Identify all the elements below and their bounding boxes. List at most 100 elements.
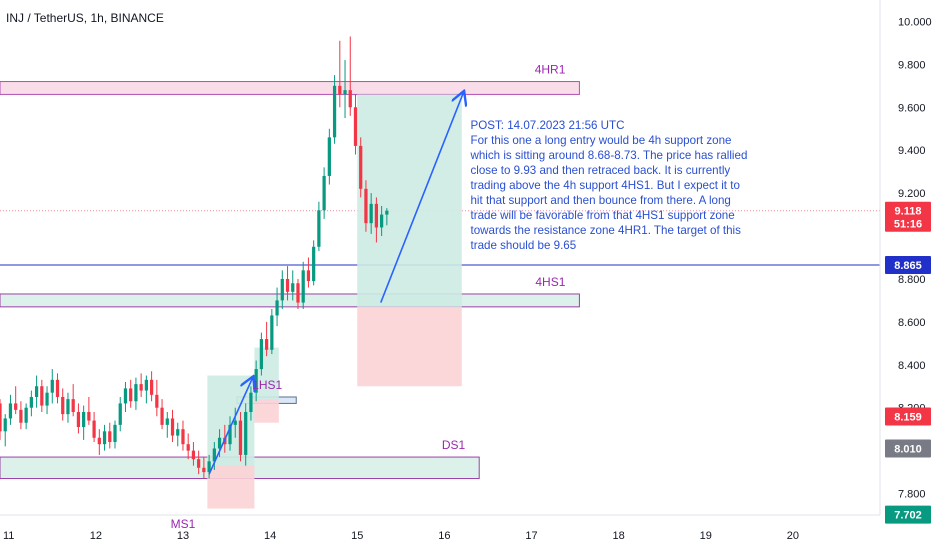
candle-body xyxy=(40,386,44,406)
candle-body xyxy=(165,418,169,425)
candle-body xyxy=(14,403,18,410)
price-tag xyxy=(885,201,931,232)
price-tag-countdown: 51:16 xyxy=(894,219,922,231)
candle-body xyxy=(34,386,39,397)
price-tag xyxy=(885,439,931,458)
candle-body xyxy=(254,369,258,393)
annotation-line: towards the resistance zone 4HR1. The ta… xyxy=(470,224,741,237)
candle-body xyxy=(8,403,13,419)
x-tick-label: 11 xyxy=(3,530,14,542)
y-tick-label: 10.000 xyxy=(898,16,932,28)
x-tick-label: 20 xyxy=(787,530,799,542)
zone-label-4hs1: 4HS1 xyxy=(535,275,565,289)
annotation-line: For this one a long entry would be 4h su… xyxy=(470,134,731,147)
profit-zone-box[interactable] xyxy=(357,94,462,307)
x-tick-label: 14 xyxy=(264,530,276,542)
zone-label-ds1: DS1 xyxy=(442,438,466,452)
candle-body xyxy=(385,210,389,215)
price-tag xyxy=(885,407,931,426)
candle-body xyxy=(186,444,190,451)
x-tick-label: 15 xyxy=(351,530,363,542)
candle-body xyxy=(134,384,138,402)
candle-body xyxy=(45,392,49,406)
candle-body xyxy=(338,85,342,95)
candle-body xyxy=(285,278,290,292)
candle-body xyxy=(118,403,122,425)
x-tick-label: 16 xyxy=(438,530,450,542)
candle-body xyxy=(369,203,373,224)
y-tick-label: 8.400 xyxy=(898,360,926,372)
y-tick-label: 9.200 xyxy=(898,188,926,200)
candle-body xyxy=(149,379,154,395)
candle-body xyxy=(71,399,75,412)
price-tag xyxy=(885,505,931,524)
candle-body xyxy=(191,450,196,460)
annotation-line: trading above the 4h support 4HS1. But I… xyxy=(470,179,739,192)
annotation-line: which is sitting around 8.68-8.73. The p… xyxy=(469,149,747,162)
price-tag xyxy=(885,256,931,275)
zone-4hr1[interactable] xyxy=(0,81,580,95)
candle-body xyxy=(332,85,337,138)
zone-label-4hr1: 4HR1 xyxy=(535,63,566,77)
candle-body xyxy=(291,283,295,292)
candle-body xyxy=(61,396,65,415)
candle-body xyxy=(359,145,363,189)
loss-zone-box[interactable] xyxy=(357,306,462,387)
candle-body xyxy=(374,203,379,228)
loss-zone-box[interactable] xyxy=(207,465,255,509)
candle-body xyxy=(259,339,264,370)
annotation-line: close to 9.93 and then retraced back. It… xyxy=(470,164,730,177)
trade-arrow[interactable] xyxy=(380,92,464,303)
candle-body xyxy=(317,210,321,247)
loss-zone-box[interactable] xyxy=(254,399,279,423)
candle-body xyxy=(82,412,86,428)
price-tag-label: 9.118 xyxy=(895,206,922,218)
candle-body xyxy=(301,270,305,303)
candle-body xyxy=(312,246,316,282)
y-tick-label: 8.800 xyxy=(898,274,926,286)
candle-body xyxy=(306,270,311,282)
candle-body xyxy=(296,283,300,303)
candle-body xyxy=(212,448,216,462)
y-tick-label: 9.800 xyxy=(898,59,926,71)
candle-body xyxy=(29,396,33,408)
candle-body xyxy=(123,388,128,404)
candle-body xyxy=(275,300,279,316)
candle-body xyxy=(92,420,96,438)
candle-body xyxy=(0,403,2,432)
price-tag-label: 8.865 xyxy=(894,260,922,272)
annotation-line: trade will be favorable from that 4HS1 s… xyxy=(470,209,734,222)
trade-arrow[interactable] xyxy=(208,378,253,475)
candle-body xyxy=(264,339,269,350)
annotation-line: hit that support and then bounce from th… xyxy=(470,194,730,207)
annotation-line: POST: 14.07.2023 21:56 UTC xyxy=(470,119,624,132)
price-tag-label: 8.159 xyxy=(894,412,922,424)
candle-body xyxy=(244,412,248,455)
candle-body xyxy=(228,424,232,445)
candle-body xyxy=(102,431,107,445)
candle-body xyxy=(66,399,70,415)
candle-body xyxy=(280,278,284,301)
candle-body xyxy=(380,214,384,228)
candle-body xyxy=(238,420,243,455)
candle-body xyxy=(217,437,222,449)
candle-body xyxy=(19,409,23,423)
candle-body xyxy=(197,459,201,468)
candle-body xyxy=(55,379,60,397)
candle-body xyxy=(353,107,358,146)
candle-body xyxy=(364,188,368,224)
price-tag-label: 7.702 xyxy=(894,510,922,522)
y-tick-label: 7.800 xyxy=(898,489,926,501)
y-tick-label: 9.600 xyxy=(898,102,926,114)
candle-body xyxy=(76,412,81,428)
candle-body xyxy=(270,315,274,350)
x-tick-label: 18 xyxy=(612,530,624,542)
candle-body xyxy=(170,418,175,436)
zone-4hs1[interactable] xyxy=(0,293,580,308)
candle-body xyxy=(24,407,28,423)
x-tick-label: 13 xyxy=(177,530,189,542)
candle-body xyxy=(97,437,101,445)
x-tick-label: 19 xyxy=(700,530,712,542)
